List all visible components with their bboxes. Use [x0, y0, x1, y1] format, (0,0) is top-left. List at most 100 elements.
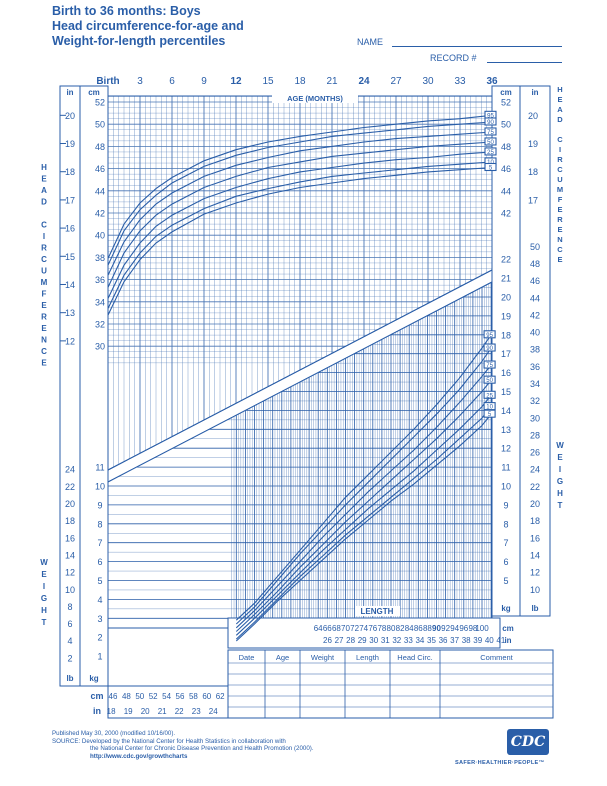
- hc-axis-letter-right: M: [557, 185, 563, 194]
- wt-kg-tick-right: 18: [501, 330, 511, 340]
- wt-lb-tick-right: 14: [530, 550, 540, 560]
- wt-lb-tick-right: 20: [530, 499, 540, 509]
- unit-lb-right: lb: [531, 604, 538, 613]
- hc-axis-letter: R: [41, 244, 47, 253]
- hc-axis-letter: E: [41, 324, 47, 333]
- hc-cm-tick-left: 52: [95, 98, 105, 108]
- length-in-tick-left: 21: [158, 707, 167, 716]
- hc-cm-tick-left: 40: [95, 231, 105, 241]
- hc-in-tick-left: 18: [65, 167, 75, 177]
- unit-lb-left: lb: [66, 674, 73, 683]
- hc-cm-tick-left: 34: [95, 297, 105, 307]
- wt-kg-tick-left: 7: [97, 538, 102, 548]
- weight-axis-letter: W: [40, 558, 48, 567]
- wt-kg-tick-left: 10: [95, 482, 105, 492]
- hc-percentile-label: 50: [487, 140, 494, 146]
- unit-in-length-left: in: [93, 706, 101, 716]
- length-in-tick: 34: [415, 636, 424, 645]
- wt-kg-tick-left: 8: [97, 519, 102, 529]
- table-header: Weight: [311, 653, 335, 662]
- hc-axis-letter: F: [42, 290, 47, 299]
- wt-lb-tick-right: 46: [530, 276, 540, 286]
- hc-axis-letter: A: [41, 186, 47, 195]
- wt-kg-tick-right: 19: [501, 311, 511, 321]
- length-in-tick-left: 20: [141, 707, 150, 716]
- wt-lb-tick-right: 12: [530, 568, 540, 578]
- weight-axis-letter: G: [41, 594, 47, 603]
- hc-in-tick-left: 14: [65, 280, 75, 290]
- wt-kg-tick-right: 8: [503, 519, 508, 529]
- hc-in-tick-right: 17: [528, 195, 538, 205]
- weight-axis-letter: T: [42, 618, 47, 627]
- wt-lb-tick-left: 12: [65, 568, 75, 578]
- age-axis-label: AGE (MONTHS): [287, 94, 343, 103]
- wt-kg-tick-left: 9: [97, 500, 102, 510]
- length-in-tick-left: 22: [175, 707, 184, 716]
- length-cm-tick-left: 56: [176, 692, 185, 701]
- hc-axis-letter-right: U: [557, 175, 562, 184]
- hc-axis-letter: C: [41, 221, 47, 230]
- wt-kg-tick-right: 22: [501, 255, 511, 265]
- footer-source-2: the National Center for Chronic Disease …: [52, 745, 314, 753]
- length-in-tick: 26: [323, 636, 332, 645]
- length-cm-tick: 92: [441, 624, 450, 633]
- unit-cm-length: cm: [502, 624, 514, 633]
- wt-lb-tick-right: 42: [530, 310, 540, 320]
- footer-url[interactable]: http://www.cdc.gov/growthcharts: [52, 753, 314, 761]
- length-cm-tick: 64: [314, 624, 323, 633]
- hc-axis-letter: D: [41, 198, 47, 207]
- length-in-tick-left: 24: [209, 707, 218, 716]
- wt-lb-tick-left: 14: [65, 550, 75, 560]
- wfl-percentile-label: 10: [486, 405, 493, 411]
- length-cm-tick: 68: [332, 624, 341, 633]
- wt-lb-tick-left: 18: [65, 516, 75, 526]
- hc-axis-letter-right: F: [558, 195, 563, 204]
- length-cm-tick: 86: [414, 624, 423, 633]
- wt-lb-tick-left: 4: [67, 636, 72, 646]
- hc-cm-tick-left: 50: [95, 120, 105, 130]
- wt-kg-tick-left: 4: [97, 595, 102, 605]
- wt-lb-tick-left: 8: [67, 602, 72, 612]
- wt-lb-tick-right: 34: [530, 379, 540, 389]
- length-cm-tick: 66: [323, 624, 332, 633]
- age-tick-label: 18: [294, 76, 306, 87]
- wt-lb-tick-right: 38: [530, 345, 540, 355]
- length-in-tick: 29: [358, 636, 367, 645]
- left-axis-frame: [80, 86, 108, 686]
- wt-lb-tick-right: 16: [530, 533, 540, 543]
- wt-lb-tick-left: 16: [65, 533, 75, 543]
- footer: Published May 30, 2000 (modified 10/16/0…: [52, 730, 314, 760]
- hc-axis-letter-right: R: [557, 215, 563, 224]
- hc-cm-tick-left: 46: [95, 164, 105, 174]
- hc-in-tick-left: 17: [65, 195, 75, 205]
- length-in-tick: 28: [346, 636, 355, 645]
- hc-axis-letter: U: [41, 267, 47, 276]
- hc-percentile-label: 25: [487, 150, 494, 156]
- hc-axis-letter-right: E: [557, 255, 562, 264]
- length-cm-tick-left: 52: [149, 692, 158, 701]
- wt-kg-tick-right: 21: [501, 274, 511, 284]
- wfl-percentile-label: 75: [486, 363, 493, 369]
- hc-axis-letter-right: E: [557, 95, 562, 104]
- wt-lb-tick-right: 30: [530, 413, 540, 423]
- hc-in-tick-right: 20: [528, 111, 538, 121]
- unit-in-right: in: [531, 88, 538, 97]
- length-in-tick: 37: [450, 636, 459, 645]
- age-tick-label: 3: [137, 76, 143, 87]
- length-cm-tick: 74: [359, 624, 368, 633]
- hc-axis-letter: I: [43, 232, 45, 241]
- hc-axis-letter-right: D: [557, 115, 563, 124]
- hc-axis-letter: M: [41, 278, 48, 287]
- hc-in-tick-left: 15: [65, 252, 75, 262]
- hc-axis-letter: E: [41, 359, 47, 368]
- hc-in-tick-right: 19: [528, 139, 538, 149]
- weight-axis-letter-right: T: [558, 501, 563, 510]
- table-header: Age: [276, 653, 289, 662]
- footer-source: SOURCE: Developed by the National Center…: [52, 738, 314, 746]
- wt-kg-tick-left: 5: [97, 576, 102, 586]
- length-in-tick: 27: [335, 636, 344, 645]
- table-header: Head Circ.: [397, 653, 432, 662]
- hc-cm-tick-left: 32: [95, 320, 105, 330]
- length-cm-tick: 82: [396, 624, 405, 633]
- unit-in-left: in: [66, 88, 73, 97]
